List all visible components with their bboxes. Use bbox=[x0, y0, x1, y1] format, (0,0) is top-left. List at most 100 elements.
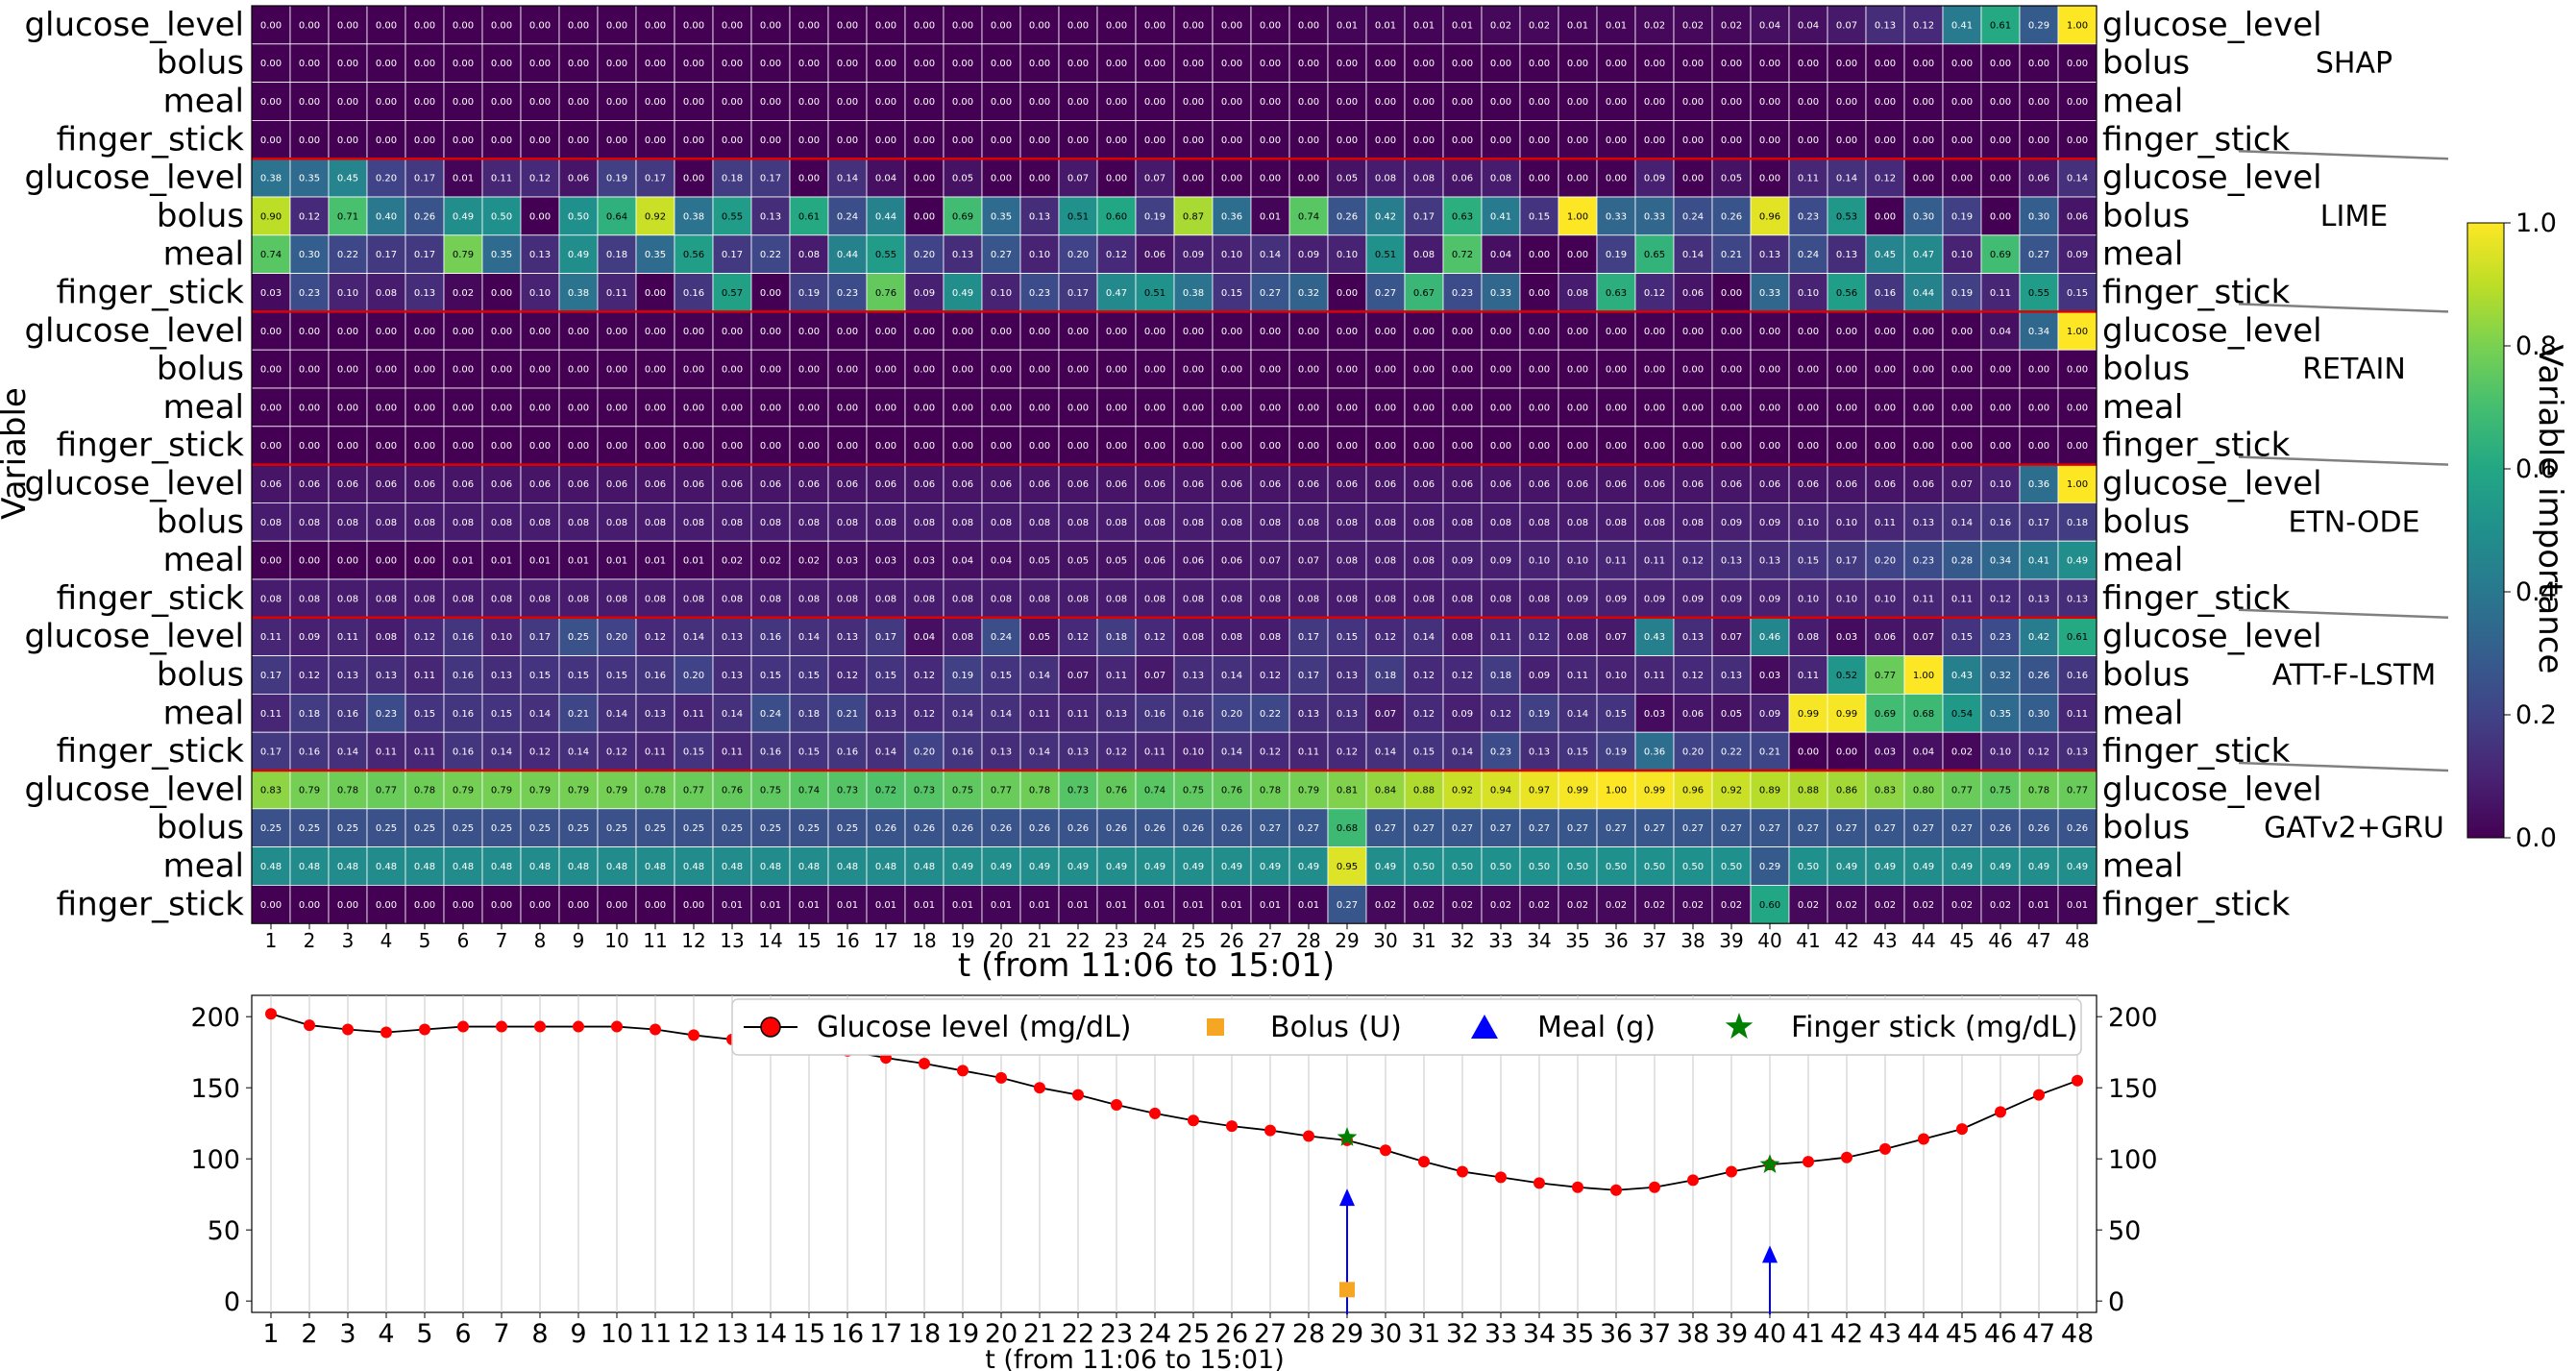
cell-value-label: 0.08 bbox=[1106, 594, 1127, 604]
cell-value-label: 0.08 bbox=[1606, 518, 1627, 528]
cell-value-label: 0.35 bbox=[645, 250, 666, 260]
heatmap-cell bbox=[1404, 310, 1444, 351]
heatmap-cell bbox=[1327, 387, 1367, 428]
cell-value-label: 0.00 bbox=[299, 20, 320, 31]
heatmap-cell bbox=[674, 731, 714, 771]
cell-value-label: 0.16 bbox=[1990, 518, 2011, 528]
cell-value-label: 0.00 bbox=[1529, 250, 1550, 260]
cell-value-label: 0.12 bbox=[914, 671, 935, 681]
cell-value-label: 0.13 bbox=[837, 632, 858, 643]
x-tick-label: 43 bbox=[1869, 1319, 1901, 1349]
cell-value-label: 0.23 bbox=[1798, 211, 1819, 222]
cell-value-label: 0.08 bbox=[1183, 594, 1204, 604]
cell-value-label: 0.34 bbox=[2028, 327, 2049, 337]
cell-value-label: 0.06 bbox=[1375, 479, 1396, 490]
heatmap-cell bbox=[366, 502, 406, 542]
cell-value-label: 0.49 bbox=[1106, 862, 1127, 872]
heatmap-cell bbox=[443, 387, 483, 428]
cell-value-label: 0.12 bbox=[606, 747, 627, 758]
heatmap-cell bbox=[1058, 120, 1098, 159]
cell-value-label: 0.00 bbox=[798, 365, 820, 376]
cell-value-label: 0.26 bbox=[1990, 823, 2011, 834]
cell-value-label: 0.96 bbox=[1759, 211, 1780, 222]
cell-value-label: 0.26 bbox=[914, 823, 935, 834]
cell-value-label: 0.00 bbox=[453, 59, 474, 69]
cell-value-label: 0.00 bbox=[2028, 135, 2049, 146]
colorbar-tick-label: 1.0 bbox=[2515, 208, 2557, 238]
heatmap-cell bbox=[1288, 234, 1329, 275]
glucose-point bbox=[688, 1029, 699, 1041]
cell-value-label: 0.77 bbox=[1875, 671, 1896, 681]
heatmap-cell bbox=[1903, 502, 1944, 542]
heatmap-cell bbox=[1327, 234, 1367, 275]
cell-value-label: 0.63 bbox=[1452, 211, 1473, 222]
heatmap-cell bbox=[1980, 655, 2021, 695]
heatmap-cell bbox=[1519, 540, 1559, 580]
cell-value-label: 0.00 bbox=[491, 20, 512, 31]
x-tick-label: 14 bbox=[758, 929, 782, 952]
cell-value-label: 0.09 bbox=[299, 632, 320, 643]
legend-label: Meal (g) bbox=[1537, 1011, 1656, 1044]
heatmap-cell bbox=[1365, 540, 1406, 580]
heatmap-cell bbox=[1903, 196, 1944, 236]
cell-value-label: 0.00 bbox=[1260, 20, 1281, 31]
heatmap-cell bbox=[1865, 464, 1905, 503]
cell-value-label: 0.49 bbox=[1836, 862, 1857, 872]
cell-value-label: 0.00 bbox=[337, 556, 358, 567]
variable-label-right: meal bbox=[2102, 541, 2183, 579]
colorbar-tick-label: 0.8 bbox=[2515, 331, 2557, 361]
heatmap-cell bbox=[1058, 196, 1098, 236]
cell-value-label: 0.13 bbox=[1067, 747, 1089, 758]
variable-label-right: bolus bbox=[2102, 44, 2190, 83]
glucose-point bbox=[1111, 1098, 1122, 1111]
heatmap-cell bbox=[2019, 617, 2059, 656]
heatmap-cell bbox=[1442, 120, 1483, 159]
variable-label-left: bolus bbox=[157, 656, 244, 695]
y-tick-label: 150 bbox=[190, 1074, 240, 1104]
cell-value-label: 0.06 bbox=[491, 479, 512, 490]
cell-value-label: 0.23 bbox=[376, 709, 397, 720]
variable-label-left: glucose_level bbox=[24, 618, 244, 656]
cell-value-label: 0.00 bbox=[1375, 59, 1396, 69]
heatmap-cell bbox=[674, 464, 714, 503]
heatmap-cell bbox=[1288, 196, 1329, 236]
cell-value-label: 0.09 bbox=[1759, 518, 1780, 528]
cell-value-label: 0.00 bbox=[1452, 135, 1473, 146]
cell-value-label: 0.11 bbox=[1106, 671, 1127, 681]
cell-value-label: 0.06 bbox=[299, 479, 320, 490]
cell-value-label: 0.00 bbox=[376, 441, 397, 452]
cell-value-label: 0.11 bbox=[491, 174, 512, 184]
heatmap-cell bbox=[866, 885, 906, 924]
cell-value-label: 0.00 bbox=[1567, 250, 1588, 260]
heatmap-cell bbox=[481, 464, 522, 503]
x-tick-label: 25 bbox=[1181, 929, 1205, 952]
heatmap-cell bbox=[712, 387, 752, 428]
heatmap-cell bbox=[1558, 310, 1598, 351]
cell-value-label: 0.50 bbox=[491, 211, 512, 222]
heatmap-cell bbox=[289, 196, 330, 236]
cell-value-label: 0.16 bbox=[453, 747, 474, 758]
cell-value-label: 0.06 bbox=[1875, 479, 1896, 490]
variable-label-left: finger_stick bbox=[57, 274, 245, 312]
x-tick-label: 12 bbox=[677, 1319, 710, 1349]
heatmap-cell bbox=[712, 655, 752, 695]
cell-value-label: 0.07 bbox=[1067, 174, 1089, 184]
heatmap-cell bbox=[2019, 5, 2059, 45]
heatmap-cell bbox=[1673, 349, 1713, 389]
heatmap-cell bbox=[866, 617, 906, 656]
heatmap-cell bbox=[2019, 502, 2059, 542]
heatmap-cell bbox=[674, 426, 714, 465]
cell-value-label: 0.12 bbox=[1106, 250, 1127, 260]
variable-label-right: glucose_level bbox=[2102, 771, 2322, 809]
cell-value-label: 0.00 bbox=[1951, 135, 1973, 146]
cell-value-label: 0.10 bbox=[1798, 518, 1819, 528]
cell-value-label: 0.20 bbox=[376, 174, 397, 184]
cell-value-label: 0.00 bbox=[1875, 97, 1896, 108]
heatmap-cell bbox=[328, 426, 368, 465]
cell-value-label: 0.78 bbox=[1029, 785, 1050, 796]
cell-value-label: 0.10 bbox=[1836, 518, 1857, 528]
cell-value-label: 0.00 bbox=[1529, 135, 1550, 146]
cell-value-label: 0.08 bbox=[875, 518, 896, 528]
cell-value-label: 0.00 bbox=[1606, 174, 1627, 184]
heatmap-cell bbox=[597, 5, 637, 45]
